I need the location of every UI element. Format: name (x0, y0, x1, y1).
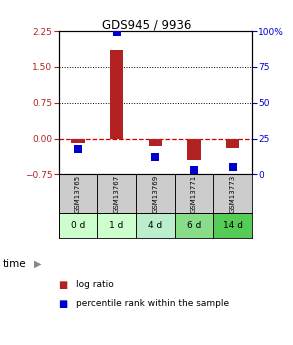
Bar (175, 174, 213, 213)
Text: 4 d: 4 d (148, 221, 162, 230)
Text: GSM13767: GSM13767 (114, 174, 120, 213)
Text: GDS945 / 9936: GDS945 / 9936 (102, 19, 191, 32)
Text: GSM13773: GSM13773 (230, 174, 236, 213)
Bar (213, 213, 252, 238)
Point (153, 155, 158, 160)
Text: 1 d: 1 d (109, 221, 124, 230)
Text: 6 d: 6 d (187, 221, 201, 230)
Text: percentile rank within the sample: percentile rank within the sample (76, 299, 229, 308)
Bar (226, 139, 239, 148)
Bar (71, 139, 85, 143)
Bar (213, 174, 252, 213)
Bar (97, 213, 136, 238)
Text: 0 d: 0 d (71, 221, 85, 230)
Bar (97, 174, 136, 213)
Bar (136, 213, 175, 238)
Text: GSM13765: GSM13765 (75, 175, 81, 213)
Bar (175, 213, 213, 238)
Text: ■: ■ (59, 299, 68, 308)
Text: GSM13769: GSM13769 (152, 174, 158, 213)
Text: 14 d: 14 d (223, 221, 243, 230)
Point (230, 165, 235, 170)
Text: time: time (3, 259, 27, 269)
Text: ▶: ▶ (34, 259, 41, 269)
Text: GSM13771: GSM13771 (191, 174, 197, 213)
Bar (187, 139, 201, 160)
Point (76, 146, 80, 151)
Bar (59, 174, 97, 213)
Point (114, 30, 119, 35)
Bar (59, 213, 97, 238)
Point (192, 167, 196, 173)
Bar (110, 50, 123, 139)
Bar (136, 174, 175, 213)
Text: ■: ■ (59, 280, 68, 289)
Text: log ratio: log ratio (76, 280, 114, 289)
Bar (149, 139, 162, 146)
